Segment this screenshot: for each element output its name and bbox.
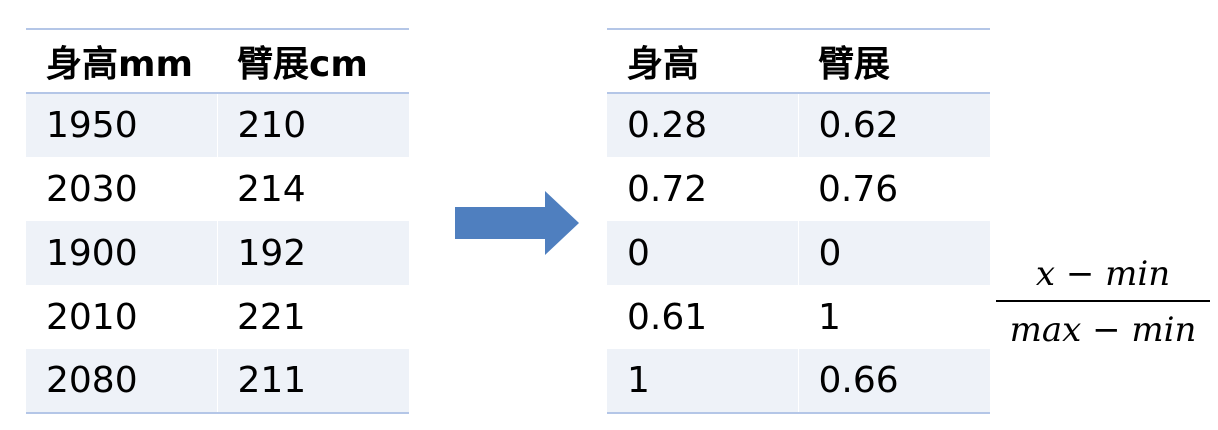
height-cell: 1 — [607, 349, 799, 414]
table-row: 0.61 1 — [607, 285, 990, 349]
min-max-formula: x − min max − min — [996, 252, 1210, 352]
table-row: 1950 210 — [26, 93, 409, 157]
table-row: 2080 211 — [26, 349, 409, 414]
height-cell: 0.28 — [607, 93, 799, 157]
table-row: 1 0.66 — [607, 349, 990, 414]
formula-denominator: max − min — [1009, 310, 1197, 350]
column-header-armspan: 臂展 — [798, 28, 990, 94]
table-row: 1900 192 — [26, 221, 409, 285]
formula-numerator: x − min — [1035, 254, 1171, 294]
armspan-cell: 214 — [237, 168, 306, 210]
armspan-cell: 192 — [217, 221, 409, 285]
column-header-height: 身高 — [607, 28, 798, 94]
armspan-cell: 0.66 — [798, 349, 990, 414]
armspan-cell: 0 — [798, 221, 990, 285]
armspan-cell: 210 — [217, 93, 409, 157]
arrow-shape — [455, 191, 579, 255]
armspan-cell: 211 — [217, 349, 409, 414]
height-cell: 2080 — [26, 349, 218, 414]
armspan-cell: 221 — [237, 296, 306, 338]
table-row: 2010 221 — [26, 285, 409, 349]
column-header-armspan: 臂展cm — [217, 28, 409, 94]
table-header-row: 身高mm 臂展cm — [26, 28, 409, 94]
armspan-cell: 0.62 — [798, 93, 990, 157]
table-row: 0.72 0.76 — [607, 157, 990, 221]
armspan-cell: 1 — [818, 296, 841, 338]
height-cell: 2010 — [46, 296, 138, 338]
height-cell: 1900 — [26, 221, 218, 285]
fraction-bar — [996, 300, 1210, 302]
height-cell: 0.61 — [627, 296, 708, 338]
table-row: 0 0 — [607, 221, 990, 285]
height-cell: 0 — [607, 221, 799, 285]
table-row: 2030 214 — [26, 157, 409, 221]
table-row: 0.28 0.62 — [607, 93, 990, 157]
height-cell: 0.72 — [627, 168, 708, 210]
normalized-data-table: 身高 臂展 0.28 0.62 0.72 0.76 0 0 0.61 1 1 0… — [607, 28, 990, 414]
column-header-height: 身高mm — [26, 28, 217, 94]
raw-data-table: 身高mm 臂展cm 1950 210 2030 214 1900 192 201… — [26, 28, 409, 414]
armspan-cell: 0.76 — [818, 168, 899, 210]
height-cell: 1950 — [26, 93, 218, 157]
table-header-row: 身高 臂展 — [607, 28, 990, 94]
right-arrow-icon — [455, 191, 579, 255]
height-cell: 2030 — [46, 168, 138, 210]
